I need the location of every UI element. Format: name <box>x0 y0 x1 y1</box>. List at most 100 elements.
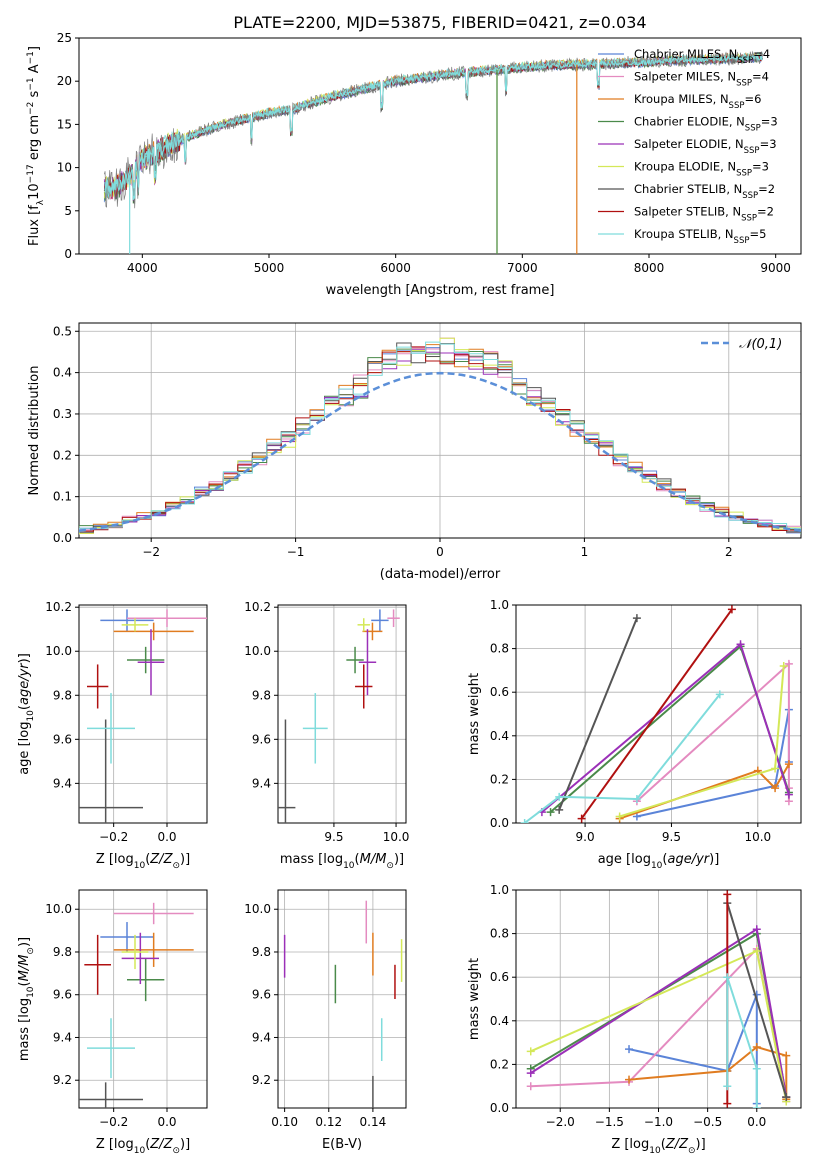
x-tick-label: −2 <box>142 545 160 559</box>
weight-marker <box>784 659 793 668</box>
weight-marker <box>715 690 724 699</box>
y-tick-label: 0.6 <box>490 970 509 984</box>
weight-vs-Z-ylabel: mass weight <box>467 958 482 1040</box>
weight-marker <box>632 795 641 804</box>
y-tick-label: 9.8 <box>53 945 72 959</box>
weight-marker <box>632 812 641 821</box>
y-tick-label: 10.0 <box>244 644 271 658</box>
x-tick-label: 5000 <box>254 261 285 275</box>
weight-vs-age-series-6 <box>558 617 638 811</box>
y-tick-label: 9.6 <box>53 732 72 746</box>
age-vs-mass-frame <box>277 604 407 824</box>
weight-marker <box>526 1069 535 1078</box>
age-vs-mass-grid <box>278 605 406 823</box>
x-tick-label: −1.5 <box>595 1115 624 1129</box>
x-tick-label: 0.14 <box>360 1115 387 1129</box>
x-tick-label: 9.5 <box>324 830 343 844</box>
y-tick-label: 0.8 <box>490 927 509 941</box>
x-tick-label: 0.12 <box>315 1115 342 1129</box>
spectrum-ylabel: Flux [fλ10−17 erg cm−2 s−1 A−1] <box>26 46 46 246</box>
y-tick-label: 0.2 <box>53 448 72 462</box>
age-vs-Z-point-6 <box>79 719 143 823</box>
age-vs-Z-point-5 <box>121 618 149 632</box>
weight-marker <box>752 925 761 934</box>
x-tick-label: 0 <box>436 545 444 559</box>
weight-marker <box>727 605 736 614</box>
weight-marker <box>784 760 793 769</box>
mass-vs-Z-point-0 <box>100 922 154 952</box>
y-tick-label: 0.4 <box>490 729 509 743</box>
y-tick-label: 20 <box>57 74 72 88</box>
weight-marker <box>784 790 793 799</box>
x-tick-label: 6000 <box>380 261 411 275</box>
x-tick-label: 0.0 <box>157 1115 176 1129</box>
weight-marker <box>526 1082 535 1091</box>
y-tick-label: 5 <box>64 204 72 218</box>
y-tick-label: 0.4 <box>490 1014 509 1028</box>
x-tick-label: 0.0 <box>747 1115 766 1129</box>
age-vs-Z-point-8 <box>87 693 135 764</box>
y-tick-label: 0.8 <box>490 642 509 656</box>
weight-vs-age-series-7 <box>580 608 733 820</box>
residuals-ylabel: Normed distribution <box>27 366 42 496</box>
age-vs-Z-ylabel: age [log10(age/yr)] <box>17 653 36 775</box>
age-vs-Z-xlabel: Z [log10(Z/Z⊙)] <box>96 852 190 871</box>
figure-title: PLATE=2200, MJD=53875, FIBERID=0421, z=0… <box>233 13 646 32</box>
weight-marker <box>615 812 624 821</box>
y-tick-label: 0.0 <box>53 531 72 545</box>
age-vs-Z-point-4 <box>137 629 165 696</box>
mass-vs-EBV-frame <box>277 889 407 1109</box>
y-tick-label: 9.6 <box>252 988 271 1002</box>
age-vs-Z-point-2 <box>113 622 194 641</box>
y-tick-label: 10.0 <box>45 644 72 658</box>
weight-marker <box>779 662 788 671</box>
mass-vs-Z-frame <box>78 889 208 1109</box>
mass-vs-Z-grid <box>79 890 207 1108</box>
weight-marker <box>625 1045 634 1054</box>
y-tick-label: 9.8 <box>252 688 271 702</box>
mass-vs-EBV-grid <box>278 890 406 1108</box>
spectrum-legend: Chabrier MILES, NSSP=4 Salpeter MILES, NS… <box>598 47 778 246</box>
legend-entry: Salpeter MILES, NSSP=4 <box>634 70 769 89</box>
weight-vs-Z-series-8 <box>726 976 758 1108</box>
weight-vs-age-series-1 <box>636 661 790 802</box>
age-vs-mass-point-6 <box>278 719 296 823</box>
y-tick-label: 0.4 <box>53 366 72 380</box>
mass-vs-Z-point-2 <box>113 932 194 967</box>
y-tick-label: 9.4 <box>252 1030 271 1044</box>
y-tick-label: 0.1 <box>53 490 72 504</box>
x-tick-label: 0.10 <box>271 1115 298 1129</box>
y-tick-label: 0.6 <box>490 685 509 699</box>
weight-marker <box>577 814 586 823</box>
mass-vs-Z-point-6 <box>79 1082 143 1108</box>
y-tick-label: 9.6 <box>53 988 72 1002</box>
mass-vs-Z-point-3 <box>127 958 165 1002</box>
weight-vs-age-frame <box>515 604 802 824</box>
legend-entry: Salpeter STELIB, NSSP=2 <box>634 205 774 224</box>
x-tick-label: 9000 <box>760 261 791 275</box>
residuals-xlabel: (data-model)/error <box>380 567 501 582</box>
x-tick-label: 4000 <box>127 261 158 275</box>
y-tick-label: 10 <box>57 161 72 175</box>
y-tick-label: 10.0 <box>244 902 271 916</box>
histogram-8 <box>79 341 801 533</box>
y-tick-label: 9.4 <box>53 776 72 790</box>
y-tick-label: 10.2 <box>244 600 271 614</box>
y-tick-label: 1.0 <box>490 598 509 612</box>
y-tick-label: 0.3 <box>53 407 72 421</box>
weight-marker <box>736 640 745 649</box>
y-tick-label: 0.2 <box>490 1057 509 1071</box>
x-tick-label: 10.0 <box>744 830 771 844</box>
mass-vs-EBV-xlabel: E(B-V) <box>322 1137 362 1152</box>
x-tick-label: −0.5 <box>693 1115 722 1129</box>
weight-vs-age-series-8 <box>523 693 721 823</box>
age-vs-mass-point-0 <box>371 609 389 632</box>
x-tick-label: −1.0 <box>644 1115 673 1129</box>
y-tick-label: 9.2 <box>252 1073 271 1087</box>
weight-marker <box>555 792 564 801</box>
y-tick-label: 9.8 <box>252 945 271 959</box>
y-tick-label: 9.4 <box>53 1030 72 1044</box>
age-vs-mass-point-8 <box>302 693 328 764</box>
x-tick-label: −2.0 <box>546 1115 575 1129</box>
